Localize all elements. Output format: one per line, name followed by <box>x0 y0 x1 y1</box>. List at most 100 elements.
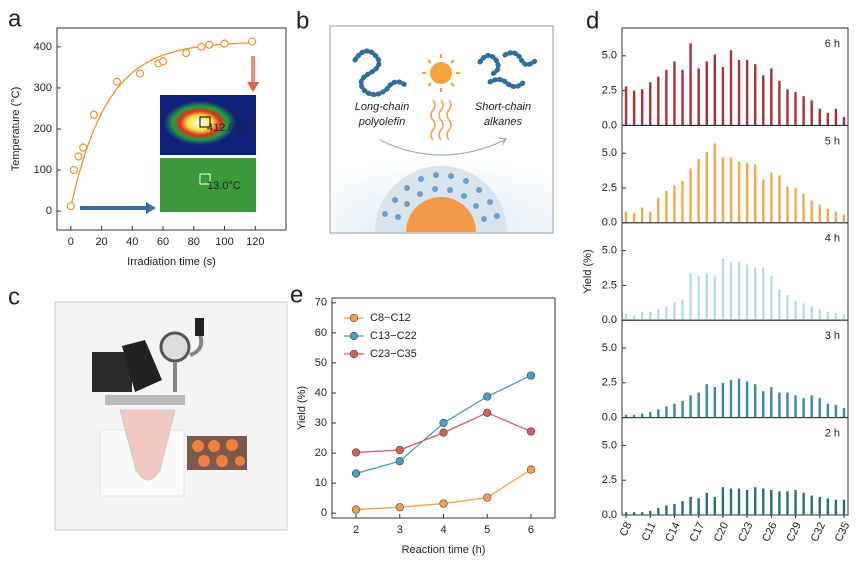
bar <box>681 400 684 418</box>
bar <box>689 272 692 321</box>
bar <box>624 414 628 418</box>
bar <box>826 311 830 321</box>
data-point <box>351 469 361 478</box>
diagram-label: alkanes <box>484 116 522 128</box>
bar <box>842 407 846 418</box>
y-tick-label: 100 <box>34 164 52 176</box>
panel-label: e <box>290 281 303 308</box>
bar <box>737 60 741 126</box>
bar <box>649 412 652 418</box>
bar <box>657 508 660 515</box>
x-tick-label: 0 <box>68 236 74 248</box>
y-tick-label: 50 <box>315 357 327 369</box>
bar <box>826 208 830 223</box>
data-point <box>220 39 229 48</box>
panel-label: d <box>586 7 599 34</box>
y-tick-label: 40 <box>315 387 327 399</box>
y-tick-label: 5.0 <box>602 342 617 354</box>
bar <box>640 512 644 515</box>
bar <box>786 89 789 126</box>
subplot-title: 2 h <box>825 428 840 440</box>
bar <box>689 43 692 126</box>
bar <box>673 503 676 515</box>
bar <box>818 309 821 321</box>
annotation: 13.0°C <box>207 180 241 192</box>
bar <box>770 275 773 321</box>
bar <box>842 117 846 126</box>
bar <box>745 489 749 515</box>
data-point <box>158 57 168 66</box>
heat-waves <box>430 99 452 141</box>
legend-marker <box>349 349 359 359</box>
y-tick-label: 70 <box>315 297 327 309</box>
bar <box>657 409 660 418</box>
y-tick-label: 30 <box>315 417 327 429</box>
bar <box>745 162 749 223</box>
x-tick-label: C23 <box>736 520 755 543</box>
diagram-label: polyolefin <box>358 116 405 128</box>
sun <box>430 62 452 84</box>
bar <box>673 61 676 126</box>
bar <box>786 186 789 223</box>
bar <box>665 69 668 126</box>
panel-label: a <box>8 5 22 32</box>
data-point <box>351 505 361 514</box>
bar <box>705 151 708 223</box>
bar <box>705 61 708 126</box>
bar <box>729 488 733 515</box>
bar <box>802 193 805 223</box>
data-point <box>395 503 404 512</box>
data-point <box>439 499 448 508</box>
bar <box>770 172 773 223</box>
diagram-b: Long-chain polyolefin Short-chain alkane… <box>329 25 554 234</box>
y-tick-label: 0.0 <box>602 509 617 521</box>
bar <box>729 261 733 321</box>
bar <box>721 258 725 321</box>
bar <box>753 487 757 515</box>
bar <box>657 76 660 126</box>
bar <box>681 181 684 223</box>
x-tick-label: C29 <box>784 520 803 543</box>
bar <box>762 488 765 515</box>
bar <box>681 69 684 126</box>
x-tick-label: C20 <box>712 520 731 543</box>
x-tick-label: 6 <box>528 524 534 536</box>
bar <box>713 54 717 126</box>
lamp <box>92 352 132 392</box>
bar <box>697 392 700 418</box>
bar <box>753 267 757 321</box>
bar <box>649 510 652 515</box>
bar <box>721 382 725 418</box>
bar <box>794 92 797 126</box>
y-tick-label: 0 <box>46 205 52 217</box>
bar <box>753 64 757 126</box>
long-chain <box>352 48 408 97</box>
bar <box>770 489 773 515</box>
y-tick-label: 20 <box>315 447 327 459</box>
bar <box>689 496 692 515</box>
bar <box>745 264 749 321</box>
y-tick-label: 5.0 <box>602 147 617 159</box>
y-tick-label: 0.0 <box>602 314 617 326</box>
data-point <box>89 110 98 119</box>
bar <box>802 398 805 418</box>
bar <box>705 272 708 321</box>
bar <box>697 158 700 223</box>
x-tick-label: 20 <box>95 236 107 248</box>
y-tick-label: 0.0 <box>602 119 617 131</box>
bar <box>786 295 789 321</box>
x-tick-label: C26 <box>760 520 779 543</box>
data-point <box>351 448 361 457</box>
bar <box>762 179 765 223</box>
bar <box>737 161 741 223</box>
plot-frame <box>331 297 556 519</box>
subplot-title: 4 h <box>825 233 840 245</box>
x-tick-label: C14 <box>663 520 682 543</box>
bar <box>729 380 733 418</box>
bar <box>834 211 838 223</box>
bar <box>665 306 668 321</box>
bar <box>818 496 821 515</box>
data-point <box>112 77 122 86</box>
bar <box>673 403 676 418</box>
